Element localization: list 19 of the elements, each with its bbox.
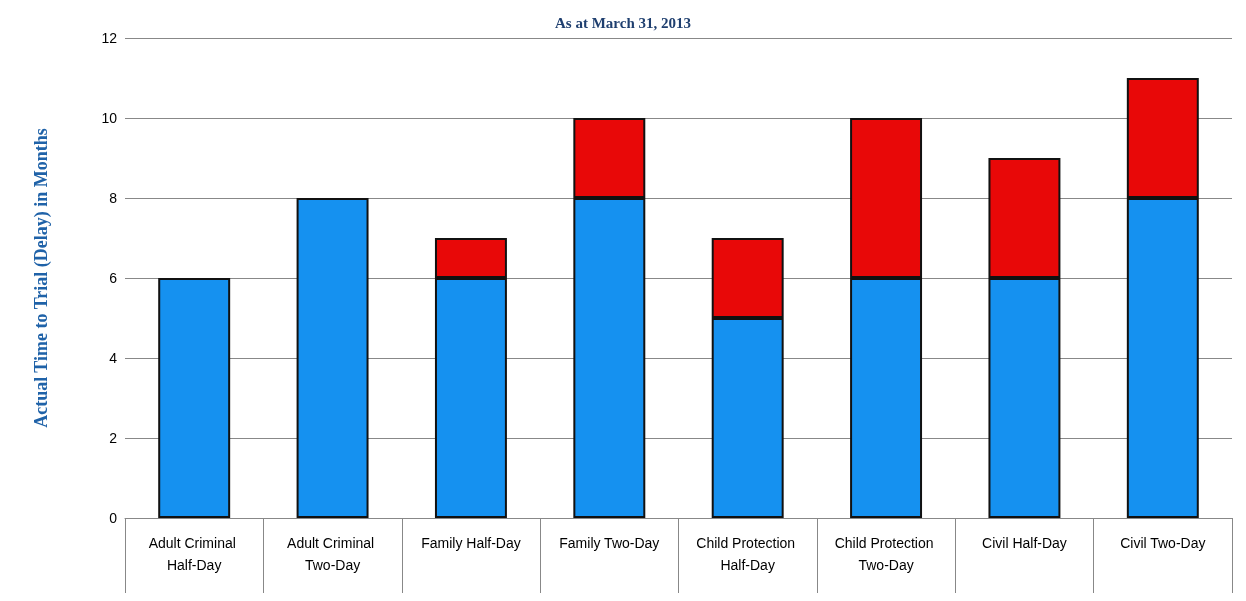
x-tick-label: Adult Criminal Two-Day (287, 535, 379, 573)
x-tick-label: Civil Two-Day (1120, 535, 1206, 551)
y-tick-label: 0 (109, 510, 118, 526)
x-tick-label: Child Protection Two-Day (834, 535, 938, 573)
bar (158, 278, 231, 518)
y-tick-label: 6 (109, 270, 118, 286)
chart-title: As at March 31, 2013 (555, 14, 691, 31)
y-tick-label: 12 (101, 30, 118, 46)
y-tick-label: 4 (109, 350, 118, 366)
y-tick-label: 8 (109, 190, 118, 206)
bar (296, 198, 369, 518)
x-tick-label: Adult Criminal Half-Day (148, 535, 240, 573)
y-tick-label: 2 (109, 430, 118, 446)
y-axis-title: Actual Time to Trial (Delay) in Months (31, 128, 52, 428)
x-tick-label: Family Half-Day (421, 535, 521, 551)
x-tick-label: Family Two-Day (559, 535, 660, 551)
x-tick-label: Civil Half-Day (982, 535, 1067, 551)
x-tick-label: Child Protection Half-Day (696, 535, 800, 573)
y-tick-label: 10 (101, 110, 118, 126)
